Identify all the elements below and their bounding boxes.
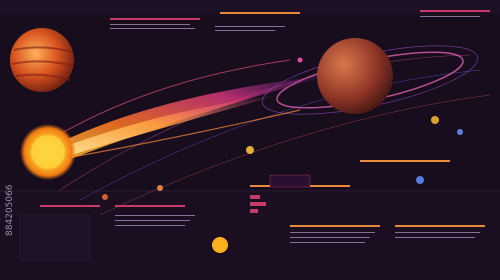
moon	[246, 146, 254, 154]
text-line	[420, 16, 480, 17]
moon	[157, 185, 163, 191]
panel-heading	[290, 225, 380, 227]
text-line	[395, 232, 480, 233]
panel-heading	[115, 205, 185, 207]
planet-bands	[11, 46, 75, 81]
orbit-line	[99, 94, 491, 216]
info-box	[19, 214, 91, 261]
text-line	[290, 237, 370, 238]
panel-heading	[420, 10, 490, 12]
moon	[457, 129, 463, 135]
bar-mark	[250, 195, 260, 199]
top-bar	[0, 0, 500, 14]
text-panels	[19, 10, 490, 261]
panel-heading	[395, 225, 485, 227]
planet-left	[10, 28, 74, 92]
text-line	[290, 242, 365, 243]
panel-heading	[220, 12, 300, 14]
comet-streak	[49, 59, 291, 141]
stock-id: 884205066	[5, 184, 15, 236]
bar-mark	[250, 209, 258, 213]
text-line	[215, 30, 275, 31]
text-line	[395, 237, 475, 238]
text-line	[290, 232, 375, 233]
text-line	[115, 220, 190, 221]
info-box	[269, 174, 311, 188]
panel-heading	[110, 18, 200, 20]
text-line	[115, 225, 185, 226]
moon	[297, 57, 303, 63]
text-line	[110, 28, 195, 29]
planet-right	[317, 38, 393, 114]
small-sun	[212, 237, 228, 253]
comet-core	[50, 95, 280, 160]
text-line	[215, 26, 285, 27]
panel-heading	[40, 205, 100, 207]
text-line	[115, 215, 195, 216]
text-line	[110, 24, 190, 25]
panel-heading	[360, 160, 450, 162]
bar-mark	[250, 202, 266, 206]
sun-core	[31, 135, 65, 169]
moon	[416, 176, 424, 184]
moon	[431, 116, 439, 124]
moon	[102, 194, 108, 200]
small-planets	[102, 57, 463, 253]
comet-streak	[54, 109, 301, 161]
